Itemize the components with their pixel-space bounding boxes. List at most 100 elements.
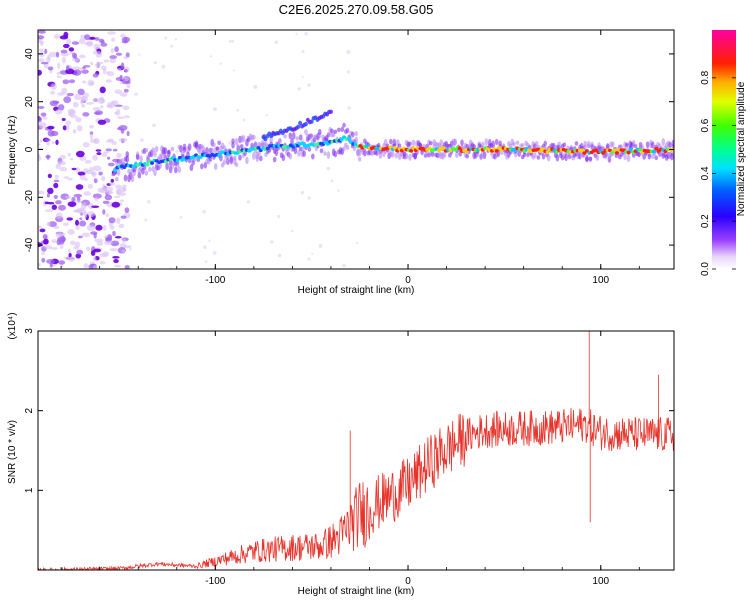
spectrogram-faint-dot <box>231 39 235 43</box>
spectrogram-faint-dot <box>318 243 323 248</box>
spectrogram-noise-blob <box>56 71 61 76</box>
spectrogram-y-tick-label: 40 <box>24 48 35 60</box>
spectrogram-noise-blob <box>39 40 45 44</box>
spectrogram-faint-dot <box>164 36 168 40</box>
spectrogram-halo <box>607 156 612 163</box>
spectrogram-y-ticks: -40 -20 0 20 40 <box>24 48 674 252</box>
spectrogram-halo <box>217 140 221 146</box>
spectrogram-halo <box>498 140 502 148</box>
spectrogram-noise-blob <box>112 230 116 237</box>
spectrogram-noise-blob <box>79 174 86 181</box>
spectrogram-halo <box>454 151 459 158</box>
spectrogram-noise-blob <box>38 58 45 63</box>
spectrogram-halo <box>153 170 157 176</box>
spectrogram-halo <box>255 154 260 163</box>
spectrogram-noise-blob <box>102 224 107 231</box>
spectrogram-noise-blob <box>38 155 42 162</box>
spectrogram-faint-dot <box>242 118 246 122</box>
spectrogram-noise-blob <box>75 116 82 123</box>
spectrogram-noise-blob <box>109 182 116 186</box>
spectrogram-faint-dot <box>228 40 232 43</box>
spectrogram-trace-point <box>494 149 499 153</box>
spectrogram-noise-blob <box>124 207 130 214</box>
spectrogram-noise-blob <box>92 264 98 269</box>
spectrogram-halo <box>585 154 589 163</box>
spectrogram-halo <box>175 162 180 168</box>
spectrogram-noise-blob <box>89 133 94 140</box>
spectrogram-noise-blob <box>121 249 126 253</box>
spectrogram-halo <box>357 156 362 162</box>
spectrogram-noise-blob <box>72 69 82 76</box>
spectrogram-trace-point <box>409 149 414 153</box>
spectrogram-noise-blob <box>107 31 117 35</box>
spectrogram-noise-blob <box>45 57 51 63</box>
spectrogram-halo <box>645 141 650 149</box>
spectrogram-noise-blob <box>62 43 70 49</box>
spectrogram-noise-blob <box>123 88 129 93</box>
spectrogram-noise-blob <box>103 235 109 238</box>
spectrogram-noise-blob <box>47 201 55 205</box>
spectrogram-faint-dot <box>274 40 279 44</box>
spectrogram-noise-blob <box>38 69 42 76</box>
spectrogram-y-axis-label: Frequency (Hz) <box>7 116 18 185</box>
spectrogram-noise-blob <box>38 263 41 267</box>
spectrogram-noise-blob <box>44 138 51 142</box>
spectrogram-noise-blob <box>58 104 65 111</box>
spectrogram-halo <box>198 146 202 155</box>
spectrogram-noise-blob <box>118 124 128 131</box>
spectrogram-noise-blob <box>38 242 43 248</box>
spectrogram-noise-blob <box>84 159 92 164</box>
spectrogram-noise-blob <box>89 36 96 40</box>
spectrogram-noise-blob <box>106 156 111 160</box>
spectrogram-halo <box>637 151 641 158</box>
spectrogram-noise-blob <box>83 191 92 196</box>
spectrogram-noise-blob <box>66 217 73 221</box>
spectrogram-noise-blob <box>38 225 42 229</box>
spectrogram-branch-point <box>296 124 301 130</box>
spectrogram-halo <box>389 138 393 145</box>
spectrogram-trace-point <box>601 151 606 155</box>
spectrogram-halo <box>252 151 256 160</box>
spectrogram-x-tick-label: -100 <box>205 275 225 286</box>
spectrogram-halo <box>562 142 567 147</box>
spectrogram-halo <box>342 122 346 128</box>
spectrogram-halo <box>253 141 258 148</box>
spectrogram-faint-dot <box>153 60 158 65</box>
spectrogram-branch-point <box>303 121 308 127</box>
spectrogram-noise-blob <box>84 177 88 181</box>
spectrogram-noise-blob <box>75 219 80 226</box>
spectrogram-halo <box>512 141 516 147</box>
spectrogram-noise-blob <box>38 116 42 123</box>
spectrogram-trace-point <box>626 150 631 155</box>
spectrogram-faint-dot <box>291 229 294 233</box>
spectrogram-noise-blob <box>45 141 50 146</box>
snr-x-ticks: -100 0 100 <box>60 331 640 587</box>
spectrogram-noise-blob <box>121 238 126 243</box>
spectrogram-halo <box>231 142 235 149</box>
spectrogram-noise-blob <box>49 100 58 107</box>
spectrogram-halo <box>116 168 121 176</box>
spectrogram-noise-blob <box>75 167 81 174</box>
spectrogram-faint-dot <box>161 64 166 69</box>
spectrogram-noise-blob <box>40 112 47 117</box>
spectrogram-trace-point <box>353 142 358 146</box>
spectrogram-faint-dot <box>147 200 151 204</box>
spectrogram-noise-blob <box>104 186 114 193</box>
spectrogram-noise-blob <box>68 79 76 84</box>
spectrogram-halo <box>288 132 293 140</box>
colorbar-tick-label: 0.8 <box>700 70 711 84</box>
spectrogram-trace-point <box>580 148 585 153</box>
spectrogram-noise-blob <box>86 40 94 47</box>
spectrogram-noise-blob <box>124 264 130 269</box>
spectrogram-trace-point <box>392 146 397 150</box>
spectrogram-noise-blob <box>61 117 66 122</box>
spectrogram-noise-blob <box>95 224 103 231</box>
spectrogram-faint-dot <box>228 141 232 145</box>
spectrogram-halo <box>534 140 539 147</box>
spectrogram-noise-blob <box>126 130 130 137</box>
spectrogram-noise-blob <box>67 256 75 262</box>
colorbar-tick-label: 0.2 <box>700 214 711 228</box>
spectrogram-noise-blob <box>43 245 52 250</box>
spectrogram-noise-blob <box>71 41 80 45</box>
spectrogram-trace-point <box>346 136 351 141</box>
